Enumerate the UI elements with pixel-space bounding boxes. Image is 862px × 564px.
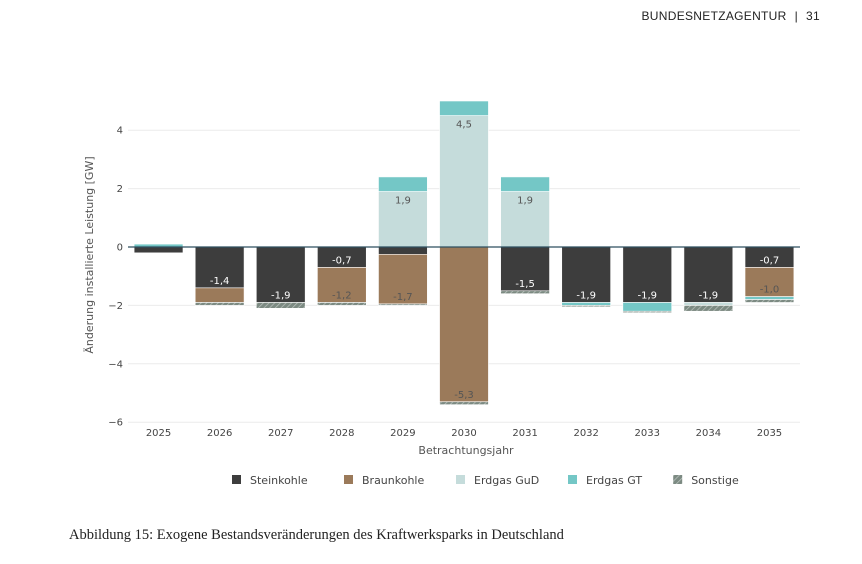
bar-segment [317,267,367,303]
bar-segment [683,305,734,312]
x-axis-title: Betrachtungsjahr [418,444,514,457]
bar-segment [439,115,489,248]
bar-segment [561,246,611,303]
bar-segment [439,100,489,116]
header-separator: | [794,9,799,23]
bar-segment [683,302,734,306]
x-tick-label: 2034 [696,428,721,439]
legend-swatch [456,475,465,484]
legend-label: Erdgas GuD [474,474,539,487]
data-label: -1,7 [393,292,413,303]
bar-segment [500,246,550,292]
x-tick-label: 2027 [268,428,293,439]
y-tick-label: −2 [108,301,123,312]
legend-label: Sonstige [691,474,739,487]
data-label: -0,7 [332,255,352,266]
data-label: -5,3 [454,390,474,401]
data-label: -1,0 [760,285,780,296]
data-label: 4,5 [456,120,472,131]
bar-segment [744,296,795,300]
header-org: BUNDESNETZAGENTUR [641,9,787,23]
legend-swatch [568,475,577,484]
x-tick-label: 2031 [512,428,537,439]
bar-segment [378,254,428,305]
data-label: 1,9 [395,196,411,207]
x-tick-label: 2026 [207,428,232,439]
data-label: -1,9 [576,290,596,301]
bar-segment [561,305,611,308]
bar-segment [622,302,673,312]
x-tick-label: 2030 [451,428,476,439]
legend-swatch [344,475,353,484]
x-tick-label: 2029 [390,428,415,439]
y-tick-label: −6 [108,418,123,429]
y-tick-label: 2 [117,184,123,195]
bar-segment [500,191,550,248]
data-label: -0,7 [760,255,780,266]
data-labels: -1,4 -1,9 -0,7 -1,2 -1,7 1,9 -5,3 4,5 -1,5 1,9 -1,… [210,120,779,401]
page-number: 31 [806,9,820,23]
y-tick-label: 4 [117,126,123,137]
bar-segment [683,246,734,303]
data-label: -1,9 [271,290,291,301]
bar-segment [500,176,550,192]
bar-segment [744,299,795,303]
bar-segment [378,303,428,306]
legend-swatch [673,475,683,484]
figure-caption: Abbildung 15: Exogene Bestandsveränderun… [69,527,564,543]
bar-segment [378,246,428,255]
bar-segment [133,246,184,254]
data-label: -1,9 [699,290,719,301]
bar-segment [378,176,428,192]
bar-segment [622,310,673,313]
bar-segment [194,246,245,289]
bars [133,100,795,405]
bar-segment [194,287,245,303]
y-tick-label: −4 [108,359,123,370]
legend-label: Steinkohle [250,474,308,487]
bar-segment [317,302,367,306]
bar-segment [439,401,489,405]
data-label: 1,9 [517,196,533,207]
x-tick-label: 2025 [146,428,171,439]
data-label: -1,5 [515,279,535,290]
x-tick-label: 2028 [329,428,354,439]
bar-segment [500,290,550,295]
page-header: BUNDESNETZAGENTUR | 31 [642,9,821,23]
y-axis-title: Änderung installierte Leistung [GW] [83,156,96,353]
data-label: -1,2 [332,290,352,301]
data-label: -1,9 [638,290,658,301]
data-label: -1,4 [210,276,230,287]
axes: −6 −4 −2 0 2 4 2025 2026 2027 2028 2029 2030 2031 203… [108,126,800,439]
stacked-bar-chart: -1,4 -1,9 -0,7 -1,2 -1,7 1,9 -5,3 4,5 -1,5 1,9 -1,… [83,100,800,487]
y-tick-label: 0 [117,243,123,254]
bar-segment [439,246,489,403]
x-tick-label: 2035 [757,428,782,439]
bar-segment [622,246,673,303]
bar-segment [255,302,306,309]
bar-segment [194,302,245,306]
x-tick-label: 2033 [635,428,660,439]
legend-label: Erdgas GT [586,474,642,487]
bar-segment [378,191,428,248]
legend-swatch [232,475,241,484]
legend-label: Braunkohle [362,474,424,487]
bar-segment [255,246,306,303]
x-tick-label: 2032 [573,428,598,439]
legend: Steinkohle Braunkohle Erdgas GuD Erdgas GT S… [232,474,739,487]
bar-segment [561,302,611,306]
